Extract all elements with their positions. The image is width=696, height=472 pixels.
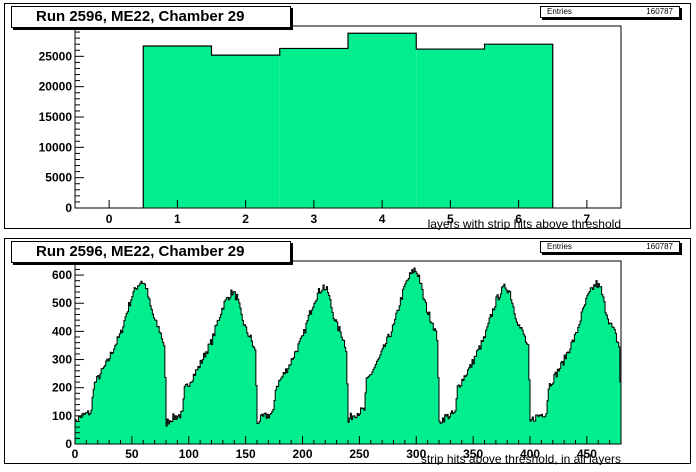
x-tick-label: 0 bbox=[72, 447, 79, 461]
bar-layer-5 bbox=[416, 49, 485, 209]
x-tick-label: 350 bbox=[463, 447, 483, 461]
bar-layer-3 bbox=[279, 48, 348, 208]
x-tick-label: 6 bbox=[515, 212, 522, 226]
bar-outline bbox=[142, 32, 554, 208]
bottom-stats-value: 160787 bbox=[646, 242, 673, 251]
x-tick-label: 150 bbox=[236, 447, 256, 461]
top-histogram-panel: 05000100001500020000250003000001234567la… bbox=[4, 3, 691, 230]
x-tick-label: 450 bbox=[577, 447, 597, 461]
bottom-panel-title: Run 2596, ME22, Chamber 29 bbox=[11, 241, 291, 263]
top-stats-label: Entries bbox=[547, 7, 572, 16]
x-tick-label: 2 bbox=[242, 212, 249, 226]
histogram-line bbox=[75, 267, 621, 427]
x-axis-label: layers with strip hits above threshold bbox=[428, 217, 621, 230]
x-tick-label: 3 bbox=[311, 212, 318, 226]
y-tick-label: 25000 bbox=[39, 49, 73, 63]
x-tick-label: 200 bbox=[292, 447, 312, 461]
top-histogram-canvas: 05000100001500020000250003000001234567la… bbox=[39, 19, 622, 230]
y-tick-label: 100 bbox=[52, 409, 72, 423]
y-tick-label: 500 bbox=[52, 296, 72, 310]
y-tick-label: 600 bbox=[52, 268, 72, 282]
bottom-histogram-canvas: 0 100 200 300 400 500 600 0 50 100 150 200 250 300 350… bbox=[52, 260, 622, 465]
histogram-area bbox=[75, 267, 621, 444]
x-tick-label: 400 bbox=[520, 447, 540, 461]
top-stats-box: Entries 160787 bbox=[540, 6, 680, 18]
y-tick-label: 15000 bbox=[39, 110, 73, 124]
x-tick-label: 0 bbox=[106, 212, 113, 226]
x-tick-label: 5 bbox=[447, 212, 454, 226]
x-tick-label: 250 bbox=[349, 447, 369, 461]
x-axis-label: strip hits above threshold, in all layer… bbox=[421, 452, 621, 465]
bar-layer-6 bbox=[484, 44, 553, 209]
y-tick-label: 300 bbox=[52, 353, 72, 367]
y-tick-label: 5000 bbox=[45, 171, 72, 185]
x-tick-label: 100 bbox=[179, 447, 199, 461]
top-panel-title: Run 2596, ME22, Chamber 29 bbox=[11, 6, 291, 28]
y-tick-label: 20000 bbox=[39, 80, 73, 94]
x-tick-label: 300 bbox=[406, 447, 426, 461]
bottom-histogram-panel: 0 100 200 300 400 500 600 0 50 100 150 200 250 300 350… bbox=[4, 238, 691, 465]
x-tick-label: 4 bbox=[379, 212, 386, 226]
y-tick-label: 0 bbox=[65, 437, 72, 451]
bottom-stats-box: Entries 160787 bbox=[540, 241, 680, 253]
y-tick-label: 400 bbox=[52, 324, 72, 338]
y-tick-label: 10000 bbox=[39, 140, 73, 154]
bar-layer-2 bbox=[211, 55, 280, 209]
x-tick-label: 50 bbox=[125, 447, 139, 461]
y-tick-label: 200 bbox=[52, 381, 72, 395]
bar-layer-1 bbox=[143, 46, 212, 208]
x-tick-label: 1 bbox=[174, 212, 181, 226]
top-stats-value: 160787 bbox=[646, 7, 673, 16]
x-tick-label: 7 bbox=[584, 212, 591, 226]
y-tick-label: 0 bbox=[65, 201, 72, 215]
bar-layer-4 bbox=[348, 33, 417, 208]
bottom-stats-label: Entries bbox=[547, 242, 572, 251]
